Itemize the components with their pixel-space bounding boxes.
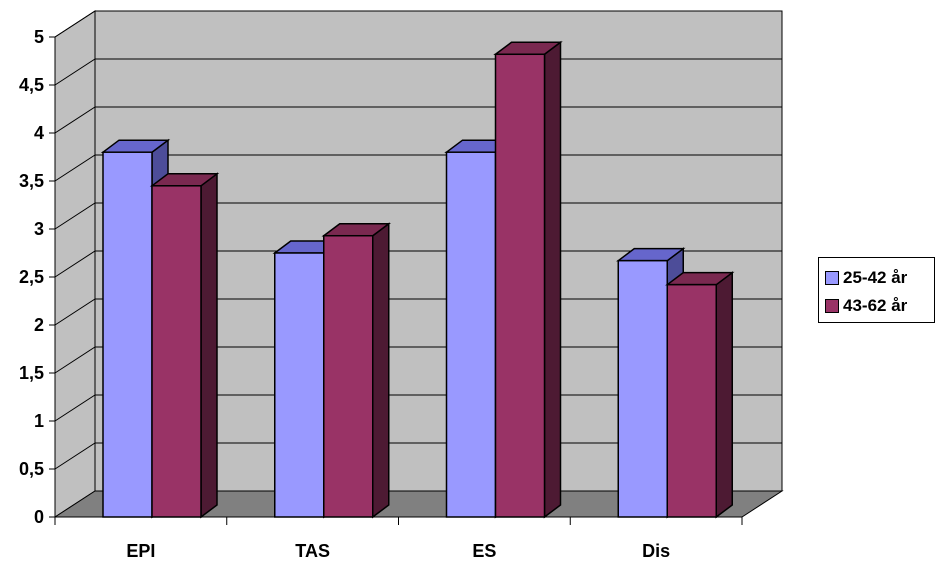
y-tick-label: 5 <box>34 27 44 47</box>
bar-2-es <box>493 40 563 519</box>
legend-label-series-1: 25-42 år <box>843 268 908 287</box>
gridline <box>54 10 782 38</box>
bar-front-face <box>445 151 497 518</box>
y-tick-label: 0 <box>34 507 44 527</box>
bar-front-face <box>494 53 546 518</box>
x-tick-label: EPI <box>126 541 155 561</box>
y-tick-label: 0,5 <box>19 459 44 479</box>
bar-2-dis <box>665 271 735 519</box>
y-tick-label: 3 <box>34 219 44 239</box>
legend-swatch-series-1 <box>825 271 839 285</box>
bar-side-face <box>200 172 218 519</box>
bar-marks <box>100 40 735 519</box>
legend-item-series-2: 43-62 år <box>825 296 907 316</box>
y-tick-label: 2,5 <box>19 267 44 287</box>
bar-2-epi <box>149 172 220 519</box>
bar-front-face <box>102 151 153 518</box>
bar-side-face <box>543 40 562 519</box>
bar-side-face <box>715 271 733 519</box>
x-tick-label: Dis <box>642 541 670 561</box>
legend-item-series-1: 25-42 år <box>825 268 907 288</box>
y-tick-label: 2 <box>34 315 44 335</box>
y-tick-label: 4 <box>34 123 44 143</box>
y-tick-label: 1,5 <box>19 363 44 383</box>
bar-2-tas <box>321 222 391 519</box>
bar-front-face <box>617 259 668 518</box>
legend-label-series-2: 43-62 år <box>843 296 908 315</box>
bar-front-face <box>666 283 717 518</box>
x-tick-label: ES <box>472 541 496 561</box>
bar-side-face <box>372 222 390 519</box>
x-tick-label: TAS <box>295 541 330 561</box>
bar-front-face <box>274 252 325 518</box>
bar-front-face <box>323 234 374 518</box>
y-tick-label: 4,5 <box>19 75 44 95</box>
y-tick-label: 3,5 <box>19 171 44 191</box>
legend-swatch-series-2 <box>825 299 839 313</box>
tick-labels: 0 0,5 1 1,5 2 2,5 3 3,5 4 4,5 5 EPI TAS ES Dis <box>19 27 670 561</box>
legend: 25-42 år 43-62 år <box>818 257 935 323</box>
bar-front-face <box>151 185 202 518</box>
y-tick-label: 1 <box>34 411 44 431</box>
